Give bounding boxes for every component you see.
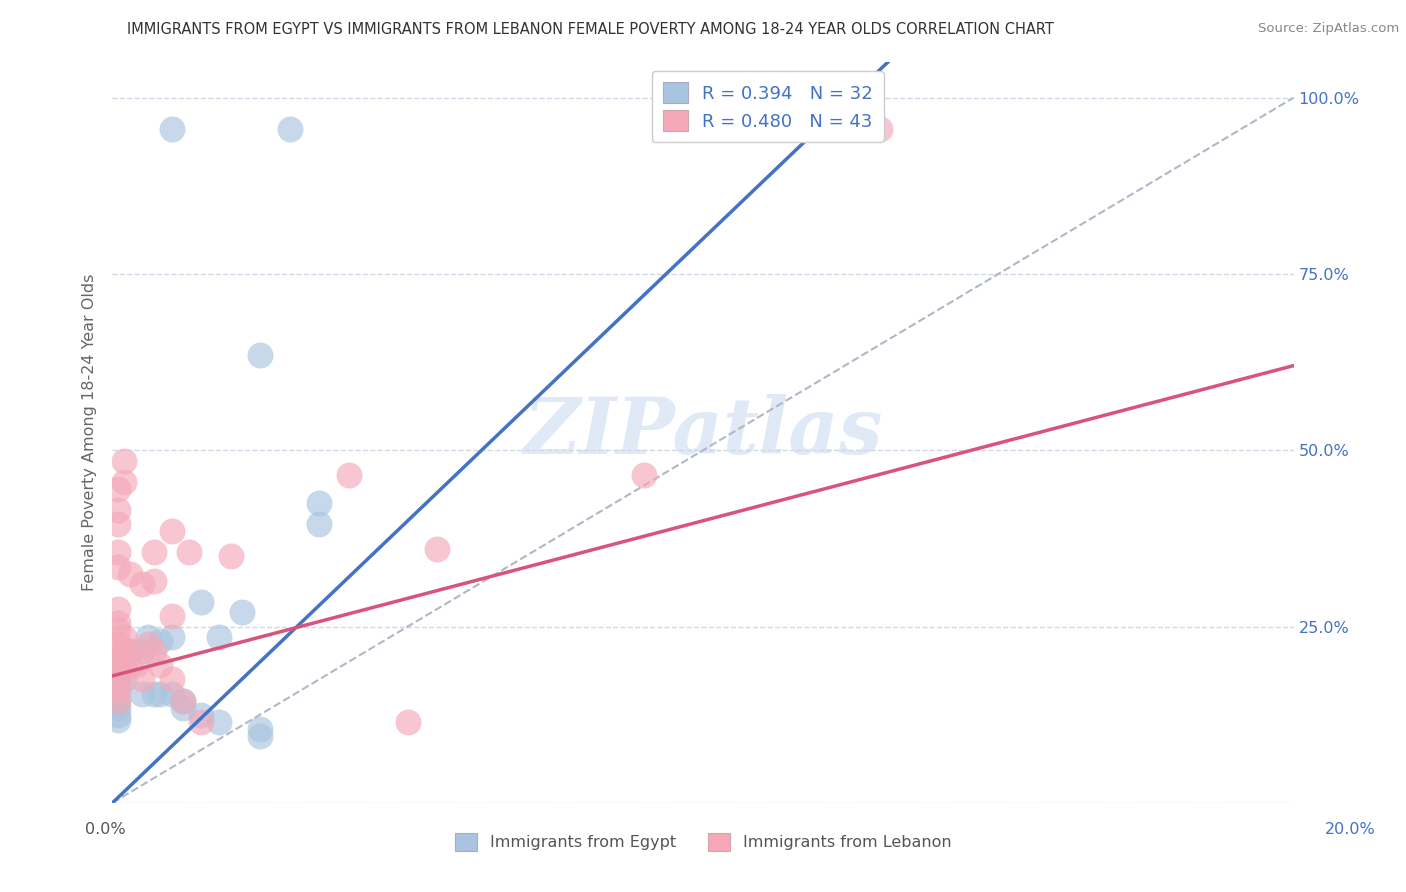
Point bbox=[125, 658, 148, 673]
Point bbox=[107, 713, 129, 727]
Point bbox=[160, 630, 183, 644]
Text: ZIPatlas: ZIPatlas bbox=[523, 394, 883, 471]
Point bbox=[131, 673, 153, 687]
Point bbox=[308, 517, 330, 532]
Point bbox=[278, 122, 301, 136]
Point bbox=[179, 545, 201, 559]
Point bbox=[149, 658, 172, 673]
Point bbox=[190, 595, 212, 609]
Point bbox=[172, 700, 194, 714]
Point bbox=[112, 475, 135, 489]
Point bbox=[120, 658, 142, 673]
Point bbox=[172, 693, 194, 707]
Point bbox=[107, 637, 129, 651]
Point bbox=[249, 722, 271, 736]
Point bbox=[107, 673, 129, 687]
Point bbox=[120, 644, 142, 658]
Text: 20.0%: 20.0% bbox=[1324, 822, 1375, 837]
Point bbox=[107, 684, 129, 698]
Point bbox=[131, 577, 153, 591]
Point bbox=[142, 644, 165, 658]
Point bbox=[160, 524, 183, 539]
Point bbox=[172, 693, 194, 707]
Point bbox=[869, 122, 891, 136]
Point bbox=[107, 644, 129, 658]
Point bbox=[112, 454, 135, 468]
Legend: Immigrants from Egypt, Immigrants from Lebanon: Immigrants from Egypt, Immigrants from L… bbox=[449, 827, 957, 858]
Point bbox=[160, 122, 183, 136]
Point bbox=[208, 714, 231, 729]
Point bbox=[107, 658, 129, 673]
Point bbox=[112, 658, 135, 673]
Point bbox=[231, 606, 253, 620]
Point bbox=[107, 517, 129, 532]
Point bbox=[107, 545, 129, 559]
Point bbox=[107, 693, 129, 707]
Point bbox=[107, 651, 129, 665]
Point bbox=[112, 644, 135, 658]
Point bbox=[107, 707, 129, 722]
Point bbox=[131, 644, 153, 658]
Point bbox=[160, 609, 183, 624]
Text: 0.0%: 0.0% bbox=[86, 822, 125, 837]
Point bbox=[107, 667, 129, 681]
Point bbox=[149, 633, 172, 648]
Point bbox=[160, 673, 183, 687]
Point bbox=[131, 686, 153, 700]
Point bbox=[190, 707, 212, 722]
Point bbox=[219, 549, 242, 563]
Point bbox=[107, 482, 129, 496]
Point bbox=[249, 348, 271, 362]
Point bbox=[107, 503, 129, 517]
Point bbox=[149, 686, 172, 700]
Point bbox=[136, 630, 159, 644]
Text: Source: ZipAtlas.com: Source: ZipAtlas.com bbox=[1258, 22, 1399, 36]
Point bbox=[190, 714, 212, 729]
Point bbox=[112, 673, 135, 687]
Point bbox=[633, 467, 655, 482]
Point bbox=[142, 574, 165, 588]
Point bbox=[308, 496, 330, 510]
Point bbox=[160, 686, 183, 700]
Point bbox=[120, 644, 142, 658]
Point bbox=[107, 693, 129, 707]
Point bbox=[107, 658, 129, 673]
Point bbox=[120, 566, 142, 581]
Point bbox=[112, 630, 135, 644]
Point bbox=[249, 729, 271, 743]
Point bbox=[107, 700, 129, 714]
Point bbox=[107, 677, 129, 691]
Point bbox=[107, 684, 129, 698]
Point bbox=[396, 714, 419, 729]
Point bbox=[107, 602, 129, 616]
Point bbox=[426, 541, 449, 556]
Point bbox=[107, 615, 129, 630]
Point bbox=[107, 559, 129, 574]
Y-axis label: Female Poverty Among 18-24 Year Olds: Female Poverty Among 18-24 Year Olds bbox=[82, 274, 97, 591]
Point bbox=[107, 623, 129, 637]
Point bbox=[136, 637, 159, 651]
Point bbox=[142, 545, 165, 559]
Point bbox=[142, 686, 165, 700]
Point bbox=[208, 630, 231, 644]
Text: IMMIGRANTS FROM EGYPT VS IMMIGRANTS FROM LEBANON FEMALE POVERTY AMONG 18-24 YEAR: IMMIGRANTS FROM EGYPT VS IMMIGRANTS FROM… bbox=[127, 22, 1054, 37]
Point bbox=[337, 467, 360, 482]
